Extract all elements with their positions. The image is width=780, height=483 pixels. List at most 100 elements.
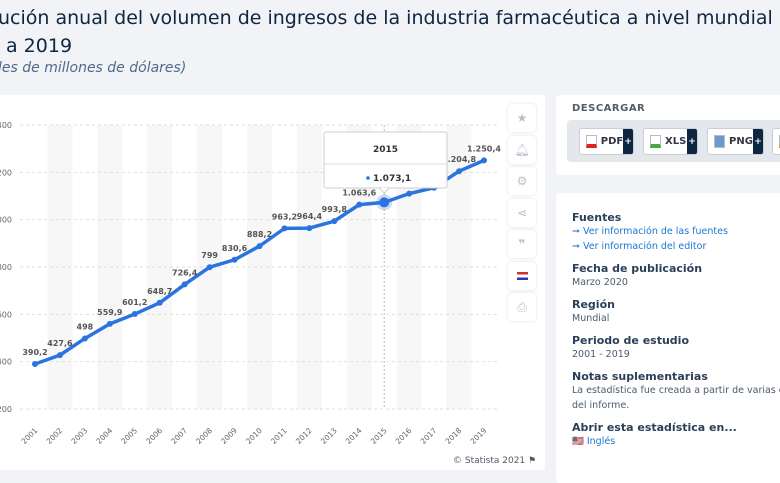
notes-text-2: del informe.	[572, 400, 630, 411]
publication-date: Marzo 2020	[572, 277, 628, 288]
y-tick-label: 1.400	[0, 121, 12, 130]
download-png-button[interactable]: PNG +	[707, 128, 764, 155]
y-tick-label: 800	[0, 263, 12, 272]
y-tick-label: 600	[0, 310, 12, 319]
data-label: 390,2	[22, 348, 47, 357]
data-label: 498	[77, 322, 94, 331]
data-label: 427,6	[47, 339, 73, 348]
flag-icon[interactable]	[508, 261, 536, 290]
data-point	[156, 299, 163, 306]
data-point	[281, 225, 288, 232]
data-point	[56, 352, 63, 359]
date-heading: Fecha de publicación	[572, 262, 703, 275]
data-point	[131, 311, 138, 318]
data-label: 1.063,6	[342, 189, 376, 198]
x-tick-label: 2017	[419, 426, 439, 446]
x-tick-label: 2016	[394, 426, 414, 446]
source-info-link[interactable]: ➞ Ver información de las fuentes	[572, 226, 728, 237]
tooltip-bullet	[366, 176, 370, 180]
data-point	[181, 281, 188, 288]
x-tick-label: 2001	[20, 426, 40, 446]
tooltip-arrow	[378, 187, 390, 194]
x-tick-label: 2014	[344, 426, 364, 446]
data-label: 601,2	[122, 298, 147, 307]
data-point	[306, 225, 313, 232]
chart-title: ución anual del volumen de ingresos de l…	[0, 7, 773, 57]
data-point	[206, 264, 213, 271]
x-tick-label: 2005	[119, 426, 139, 446]
data-label: 799	[201, 251, 218, 260]
notes-heading: Notas suplementarias	[572, 370, 708, 383]
chart-toolbar: ★ 🔔︎ ⚙ ⋖ ❞ ⎙	[508, 104, 536, 325]
y-tick-label: 400	[0, 358, 12, 367]
info-card: Fuentes ➞ Ver información de las fuentes…	[556, 193, 780, 483]
statista-credit[interactable]: © Statista 2021 ⚑	[453, 456, 537, 466]
gear-icon[interactable]: ⚙	[508, 167, 536, 195]
share-icon[interactable]: ⋖	[508, 198, 536, 227]
x-tick-label: 2002	[44, 426, 64, 446]
data-point	[256, 243, 263, 250]
quote-icon[interactable]: ❞	[508, 230, 536, 258]
x-tick-label: 2018	[444, 426, 464, 446]
data-point	[331, 218, 338, 225]
chart-subtitle: les de millones de dólares)	[0, 60, 187, 76]
x-tick-label: 2004	[94, 426, 114, 446]
xls-icon	[650, 135, 661, 148]
x-tick-label: 2019	[469, 426, 489, 446]
data-label: 1.250,4	[467, 144, 501, 153]
x-tick-label: 2010	[244, 426, 264, 446]
download-xls-button[interactable]: XLS +	[643, 128, 698, 155]
region-heading: Región	[572, 298, 615, 311]
x-tick-label: 2008	[194, 426, 214, 446]
x-tick-label: 2012	[294, 426, 314, 446]
download-more-button[interactable]	[772, 128, 780, 155]
x-tick-label: 2013	[319, 426, 339, 446]
data-label: 830,6	[222, 244, 248, 253]
x-tick-label: 2011	[269, 426, 289, 446]
data-point	[81, 335, 88, 342]
y-tick-label: 200	[0, 405, 12, 414]
download-pdf-button[interactable]: PDF +	[579, 128, 634, 155]
data-point	[231, 256, 238, 263]
x-tick-label: 2007	[169, 426, 189, 446]
chart-panel: 2004006008001.0001.2001.4002001200220032…	[0, 95, 545, 470]
hover-halo	[376, 194, 393, 211]
data-point	[356, 201, 363, 208]
print-icon[interactable]: ⎙	[508, 293, 536, 321]
notes-text: La estadística fue creada a partir de va…	[572, 385, 780, 396]
data-label: 993,8	[322, 205, 348, 214]
data-point	[32, 360, 38, 367]
sources-heading: Fuentes	[572, 211, 622, 224]
line-chart: 2004006008001.0001.2001.4002001200220032…	[0, 121, 501, 446]
data-point	[379, 197, 390, 208]
x-tick-label: 2003	[69, 426, 89, 446]
open-in-heading: Abrir esta estadística en...	[572, 421, 737, 434]
data-label: 1.204,8	[442, 155, 476, 164]
data-label: 559,9	[97, 308, 123, 317]
x-tick-label: 2009	[219, 426, 239, 446]
data-label: 888,2	[247, 230, 272, 239]
data-point	[106, 320, 113, 327]
tooltip-value: 1.073,1	[373, 174, 411, 184]
y-tick-label: 1.000	[0, 216, 12, 225]
download-title: DESCARGAR	[572, 103, 646, 114]
data-point	[406, 190, 413, 197]
data-label: 648,7	[147, 287, 172, 296]
region-value: Mundial	[572, 313, 610, 324]
data-point	[481, 157, 487, 164]
x-tick-label: 2006	[144, 426, 164, 446]
data-label: 964,4	[297, 212, 323, 221]
data-point	[456, 168, 463, 175]
data-label: 963,2	[272, 212, 297, 221]
tooltip-year: 2015	[373, 145, 398, 155]
period-heading: Periodo de estudio	[572, 334, 689, 347]
y-tick-label: 1.200	[0, 168, 12, 177]
x-tick-label: 2015	[369, 426, 389, 446]
bell-icon[interactable]: 🔔︎	[508, 135, 536, 164]
open-english-link[interactable]: 🇺🇸︎ Inglés	[572, 436, 616, 447]
period-value: 2001 - 2019	[572, 349, 630, 360]
pdf-icon	[586, 135, 597, 148]
data-label: 726,4	[172, 268, 198, 277]
publisher-info-link[interactable]: ➞ Ver información del editor	[572, 241, 707, 252]
star-icon[interactable]: ★	[508, 104, 536, 132]
